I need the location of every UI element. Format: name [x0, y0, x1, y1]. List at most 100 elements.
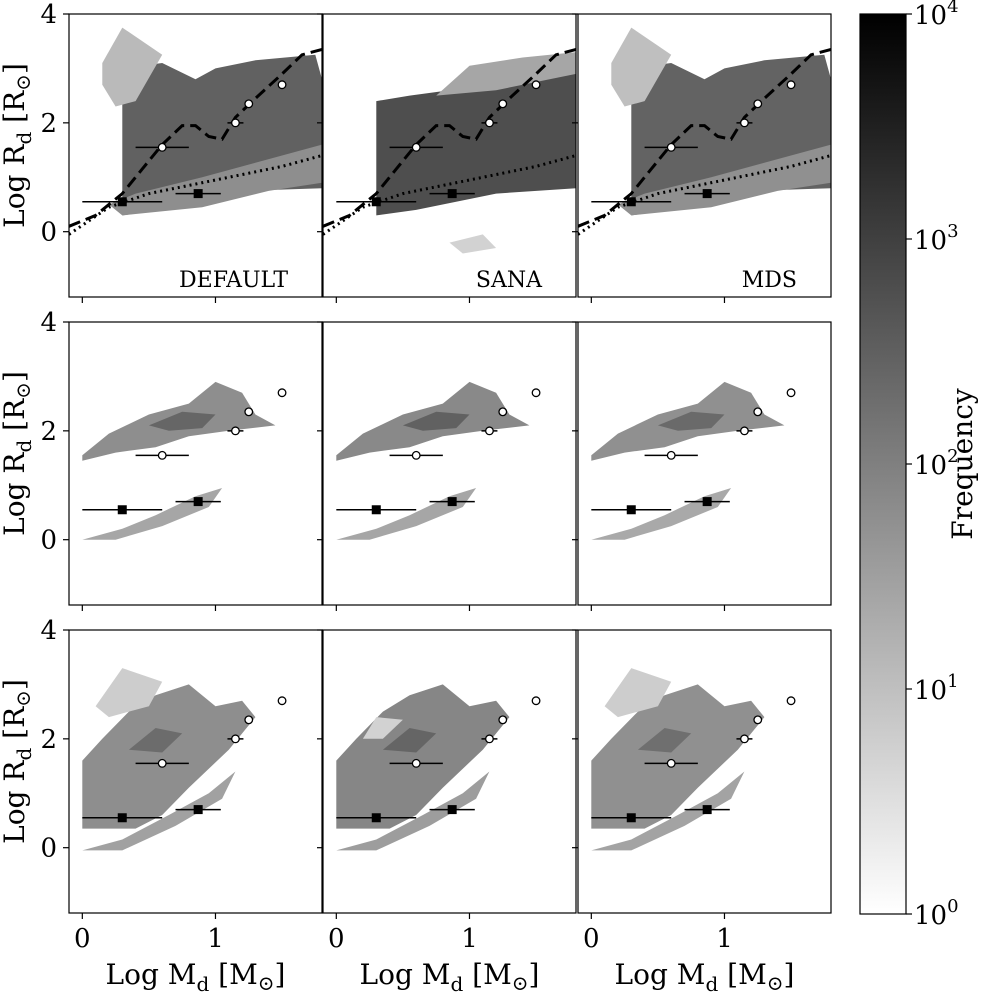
panel-r3-c1: 0 2 4 0 1: [40, 616, 323, 954]
y-tick-label: 0: [40, 834, 57, 864]
panel-plot-area: [336, 381, 541, 540]
x-tick-label: 1: [461, 924, 478, 954]
colorbar-tick-label: 102: [914, 446, 959, 481]
column-label: MDS: [742, 268, 797, 293]
density-region: [336, 684, 510, 829]
panel-r1-c1: 0 2 4 DEFAULT: [40, 0, 323, 303]
open-circle-point: [244, 407, 254, 417]
open-circle-point: [531, 388, 541, 398]
y-tick-label: 4: [40, 616, 57, 646]
density-region: [82, 488, 223, 540]
density-region: [617, 144, 831, 216]
open-circle-point: [739, 734, 749, 744]
colorbar-tick-label: 104: [914, 0, 959, 31]
panel-plot-area: [69, 27, 322, 236]
y-axis-label: Log Rd [R⊙]: [0, 371, 36, 536]
open-circle-point: [484, 426, 494, 436]
filled-square-point: [193, 805, 203, 815]
colorbar-gradient: [859, 13, 907, 915]
density-region: [591, 488, 732, 540]
open-circle-point: [411, 142, 421, 152]
density-region: [128, 728, 183, 753]
open-circle-point: [739, 118, 749, 128]
open-circle-point: [277, 80, 287, 90]
dashed-curve: [323, 47, 576, 228]
density-region: [336, 488, 477, 540]
panel-r1-c3: MDS: [572, 13, 832, 303]
open-circle-point: [739, 426, 749, 436]
open-circle-point: [786, 696, 796, 706]
open-circle-point: [498, 715, 508, 725]
x-axis-label: Log Md [M⊙]: [106, 958, 286, 996]
column-label: SANA: [476, 268, 543, 293]
density-region: [436, 52, 576, 96]
panel-plot-area: [82, 668, 287, 851]
x-tick-label: 0: [328, 924, 345, 954]
open-circle-point: [666, 142, 676, 152]
open-circle-point: [753, 715, 763, 725]
filled-square-point: [371, 505, 381, 515]
panel-frame: [322, 13, 577, 298]
panel-frame: [322, 321, 577, 606]
x-axis-label: Log Md [M⊙]: [615, 958, 795, 996]
open-circle-point: [277, 696, 287, 706]
dashed-curve: [69, 47, 322, 228]
open-circle-point: [244, 715, 254, 725]
x-axis-label: Log Md [M⊙]: [360, 958, 540, 996]
panel-plot-area: [591, 381, 796, 540]
filled-square-point: [371, 813, 381, 823]
density-region: [657, 411, 725, 431]
filled-square-point: [702, 805, 712, 815]
density-region: [82, 684, 256, 829]
open-circle-point: [244, 99, 254, 109]
y-tick-label: 4: [40, 308, 57, 338]
density-region: [102, 27, 163, 107]
panel-frame: [577, 321, 832, 606]
open-circle-point: [753, 407, 763, 417]
column-label: DEFAULT: [179, 268, 288, 293]
colorbar: 100 101 102 103 104 Frequency: [859, 0, 979, 931]
panel-plot-area: [591, 668, 796, 851]
density-region: [449, 234, 497, 254]
filled-square-point: [447, 805, 457, 815]
panel-plot-area: [578, 27, 831, 236]
filled-square-point: [193, 497, 203, 507]
y-axis-label: Log Rd [R⊙]: [0, 679, 36, 844]
density-region: [611, 27, 672, 107]
panel-frame: [68, 13, 323, 298]
y-axis-label: Log Rd [R⊙]: [0, 63, 36, 228]
panel-frame: [577, 13, 832, 298]
panel-plot-area: [323, 47, 576, 254]
open-circle-point: [498, 99, 508, 109]
density-region: [108, 144, 322, 216]
density-region: [95, 668, 163, 718]
x-tick-label: 0: [583, 924, 600, 954]
open-circle-point: [157, 142, 167, 152]
density-region: [362, 717, 403, 739]
filled-square-point: [626, 505, 636, 515]
filled-square-point: [702, 497, 712, 507]
x-tick-label: 1: [207, 924, 224, 954]
panel-r2-c2: [317, 321, 577, 611]
filled-square-point: [193, 189, 203, 199]
open-circle-point: [411, 450, 421, 460]
panel-frame: [68, 321, 323, 606]
panel-plot-area: [336, 684, 541, 851]
open-circle-point: [666, 758, 676, 768]
colorbar-tick-label: 103: [914, 221, 959, 256]
filled-square-point: [626, 813, 636, 823]
open-circle-point: [786, 80, 796, 90]
filled-square-point: [626, 197, 636, 207]
filled-square-point: [447, 497, 457, 507]
open-circle-point: [157, 450, 167, 460]
y-tick-label: 2: [40, 109, 57, 139]
filled-square-point: [117, 505, 127, 515]
colorbar-label: Frequency: [946, 388, 979, 540]
open-circle-point: [531, 696, 541, 706]
open-circle-point: [498, 407, 508, 417]
filled-square-point: [117, 813, 127, 823]
panel-frame: [322, 629, 577, 914]
